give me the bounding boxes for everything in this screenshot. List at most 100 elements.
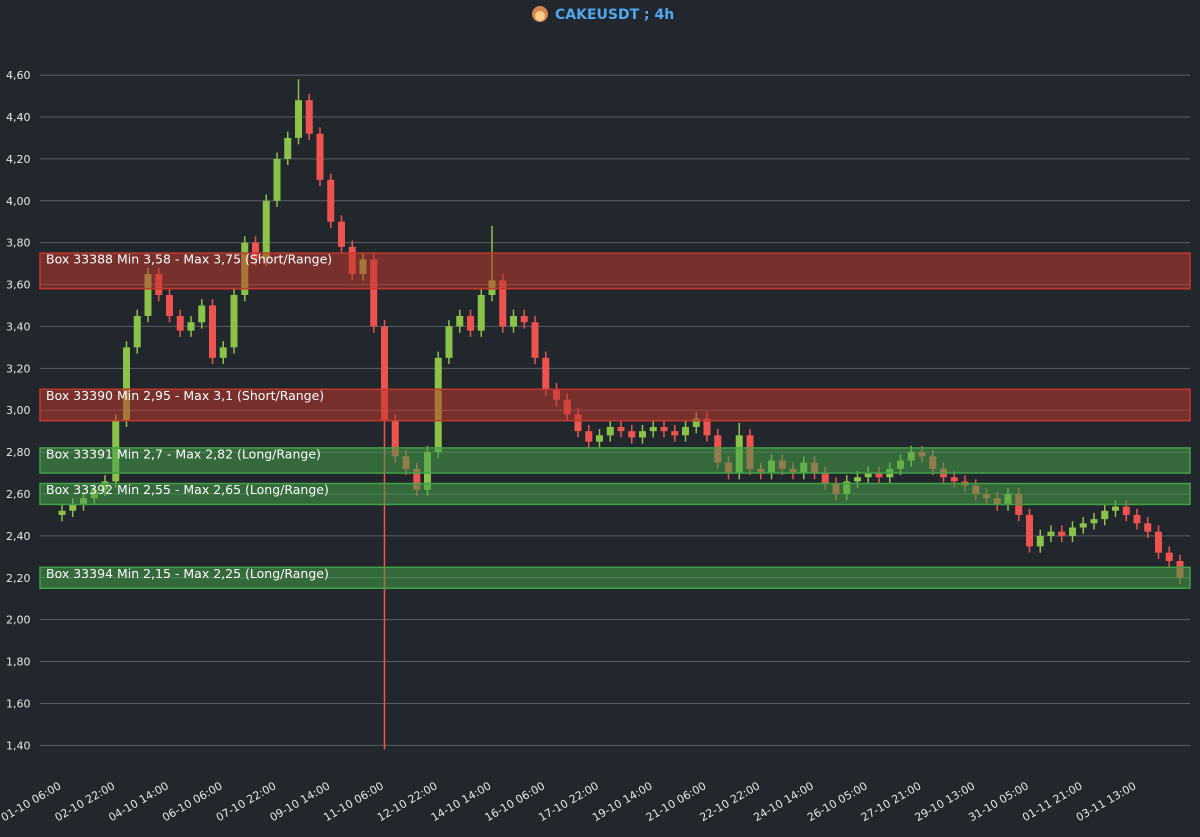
x-tick-label: 04-10 14:00 bbox=[106, 779, 171, 824]
candle-body bbox=[176, 315, 184, 331]
range-box bbox=[39, 252, 1191, 290]
x-tick-label: 21-10 06:00 bbox=[644, 779, 709, 824]
x-tick-label: 11-10 06:00 bbox=[321, 779, 386, 824]
y-tick-label: 3,60 bbox=[6, 279, 31, 292]
y-tick-label: 3,80 bbox=[6, 237, 31, 250]
range-box-label: Box 33394 Min 2,15 - Max 2,25 (Long/Rang… bbox=[46, 566, 329, 581]
candle-body bbox=[520, 315, 528, 323]
y-tick-label: 4,20 bbox=[6, 153, 31, 166]
range-box bbox=[39, 482, 1191, 506]
x-tick-label: 16-10 06:00 bbox=[483, 779, 548, 824]
candle-body bbox=[467, 315, 474, 331]
y-tick-label: 2,20 bbox=[6, 572, 31, 585]
y-tick-label: 3,20 bbox=[6, 362, 31, 375]
candle-body bbox=[133, 315, 141, 348]
candle-body bbox=[166, 295, 173, 316]
candle-body bbox=[854, 477, 861, 482]
candle-body bbox=[1165, 552, 1173, 562]
candle-body bbox=[1026, 514, 1033, 547]
candle-body bbox=[413, 468, 421, 490]
candle-body bbox=[639, 431, 646, 438]
candle-body bbox=[123, 347, 130, 421]
x-tick-label: 22-10 22:00 bbox=[698, 779, 763, 824]
candle-body bbox=[606, 426, 614, 436]
x-tick-label: 06-10 06:00 bbox=[160, 779, 225, 824]
candle-body bbox=[391, 420, 399, 457]
candle-body bbox=[252, 242, 259, 260]
candle-body bbox=[477, 295, 485, 331]
candle-body bbox=[305, 100, 313, 134]
candle-body bbox=[1058, 531, 1066, 536]
x-tick-label: 12-10 22:00 bbox=[375, 779, 440, 824]
range-box-label: Box 33388 Min 3,58 - Max 3,75 (Short/Ran… bbox=[46, 252, 332, 267]
pair-icon-face bbox=[535, 11, 545, 21]
candle-body bbox=[381, 326, 388, 421]
y-tick-label: 3,00 bbox=[6, 404, 31, 417]
candle-body bbox=[821, 473, 829, 484]
candle-body bbox=[273, 158, 281, 201]
x-tick-label: 03-11 13:00 bbox=[1074, 779, 1139, 824]
candle-body bbox=[284, 137, 292, 159]
range-box-label: Box 33392 Min 2,55 - Max 2,65 (Long/Rang… bbox=[46, 482, 329, 497]
candle-body bbox=[1079, 523, 1087, 528]
y-tick-label: 1,80 bbox=[6, 656, 31, 669]
candle-body bbox=[445, 326, 453, 358]
candle-body bbox=[327, 179, 335, 222]
x-tick-label: 26-10 05:00 bbox=[805, 779, 870, 824]
range-box bbox=[39, 566, 1191, 589]
chart-title: CAKEUSDT ; 4h bbox=[555, 7, 674, 23]
candle-body bbox=[58, 510, 66, 515]
x-tick-label: 14-10 14:00 bbox=[429, 779, 494, 824]
candle-body bbox=[875, 473, 883, 478]
x-tick-label: 01-11 21:00 bbox=[1020, 779, 1085, 824]
candle-body bbox=[950, 477, 958, 482]
candle-body bbox=[1155, 531, 1162, 553]
candle-body bbox=[510, 315, 517, 327]
candle-body bbox=[370, 259, 378, 327]
candle-body bbox=[542, 357, 550, 390]
candle-body bbox=[144, 274, 152, 316]
candle-body bbox=[1036, 535, 1044, 547]
y-tick-label: 4,00 bbox=[6, 195, 31, 208]
x-tick-label: 27-10 21:00 bbox=[859, 779, 924, 824]
candle-body bbox=[456, 315, 464, 327]
candle-body bbox=[649, 426, 657, 432]
x-tick-label: 02-10 22:00 bbox=[53, 779, 118, 824]
candle-body bbox=[1047, 531, 1055, 536]
candle-body bbox=[499, 280, 507, 327]
candle-body bbox=[531, 322, 539, 358]
y-tick-label: 1,60 bbox=[6, 697, 31, 710]
y-tick-label: 2,40 bbox=[6, 530, 31, 543]
y-tick-label: 4,60 bbox=[6, 69, 31, 82]
candle-body bbox=[198, 305, 206, 323]
candle-body bbox=[262, 200, 270, 260]
candle-body bbox=[628, 431, 636, 438]
x-tick-label: 07-10 22:00 bbox=[214, 779, 279, 824]
candle-body bbox=[295, 100, 302, 138]
candle-body bbox=[660, 426, 668, 432]
candle-body bbox=[682, 426, 689, 436]
candle-body bbox=[574, 414, 582, 432]
candle-body bbox=[219, 347, 227, 358]
candle-body bbox=[69, 504, 77, 511]
x-tick-label: 19-10 14:00 bbox=[590, 779, 655, 824]
candle-body bbox=[1101, 510, 1109, 520]
x-tick-label: 09-10 14:00 bbox=[268, 779, 333, 824]
candle-body bbox=[1133, 514, 1141, 524]
candle-body bbox=[316, 133, 324, 180]
x-tick-label: 01-10 06:00 bbox=[0, 779, 63, 824]
x-tick-label: 31-10 05:00 bbox=[966, 779, 1031, 824]
candle-body bbox=[585, 431, 593, 442]
candle-body bbox=[596, 435, 603, 442]
candle-body bbox=[1122, 506, 1130, 515]
y-tick-label: 2,60 bbox=[6, 488, 31, 501]
candle-body bbox=[1144, 523, 1152, 532]
candle-body bbox=[617, 426, 625, 432]
candle-body bbox=[187, 322, 195, 331]
y-tick-label: 2,00 bbox=[6, 614, 31, 627]
x-tick-label: 29-10 13:00 bbox=[913, 779, 978, 824]
candle-body bbox=[1112, 506, 1119, 511]
candle-body bbox=[703, 418, 711, 436]
